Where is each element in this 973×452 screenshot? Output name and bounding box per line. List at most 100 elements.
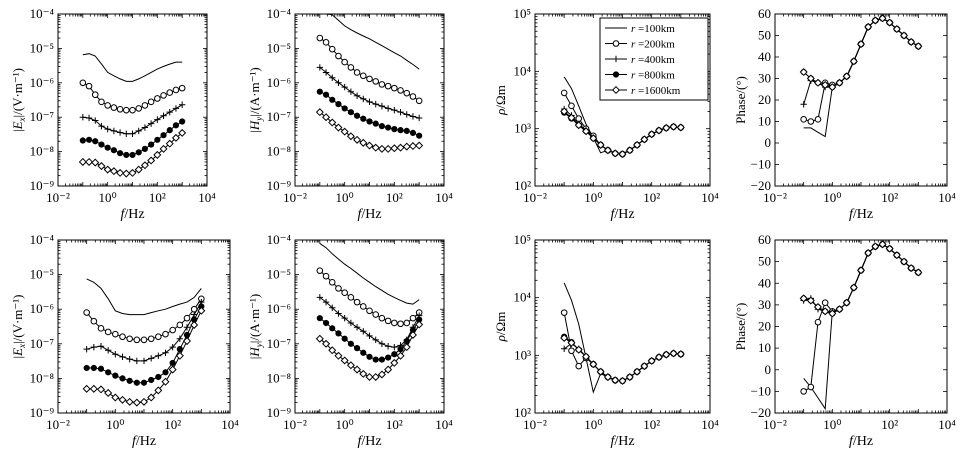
- data-point: [97, 325, 105, 332]
- legend-label: r =200km: [631, 39, 675, 51]
- data-point: [171, 133, 180, 142]
- data-point: [416, 132, 423, 139]
- data-point: [914, 268, 923, 277]
- y-tick-label: 10⁻⁹: [30, 178, 55, 193]
- data-point: [91, 91, 99, 99]
- data-point: [128, 168, 137, 177]
- data-point: [892, 251, 901, 260]
- data-point: [575, 362, 583, 370]
- data-point: [79, 79, 87, 87]
- data-point: [118, 395, 127, 404]
- series-layer: [82, 278, 206, 407]
- panel-bottom-ex: 10⁻² 10⁰ 10² 10⁴ 10⁻⁹ 10⁻⁸ 10⁻⁷ 10⁻⁶ 10⁻⁵ 10⁻⁴ |Ex…: [10, 232, 239, 449]
- y-tick-label: 10⁻⁸: [267, 144, 292, 159]
- data-point: [625, 146, 634, 155]
- data-point: [335, 285, 342, 292]
- data-point: [864, 22, 873, 31]
- x-tick-label: 10²: [643, 417, 660, 432]
- y-axis-label: Phase/(°): [733, 303, 748, 351]
- data-point: [104, 347, 112, 354]
- data-point: [83, 345, 90, 353]
- y-tick-label: 10⁻⁸: [30, 144, 55, 159]
- data-point: [347, 319, 355, 327]
- data-point: [166, 89, 174, 96]
- data-point: [378, 102, 386, 110]
- y-tick-label: 10⁻⁴: [267, 232, 292, 247]
- data-point: [914, 42, 923, 51]
- data-point: [140, 379, 148, 386]
- data-point: [397, 87, 404, 94]
- data-point: [806, 74, 815, 83]
- data-point: [372, 311, 380, 318]
- data-point: [316, 34, 324, 42]
- data-point: [378, 314, 386, 322]
- data-point: [849, 283, 858, 292]
- data-point: [353, 69, 361, 76]
- data-point: [391, 84, 398, 92]
- y-tick-label: 10⁻⁹: [30, 405, 55, 420]
- series-line: [86, 301, 202, 362]
- data-point: [147, 335, 155, 343]
- x-axis-label: f/Hz: [357, 207, 381, 222]
- data-point: [141, 102, 149, 109]
- data-point: [409, 129, 417, 136]
- data-point: [814, 116, 822, 123]
- data-point: [372, 120, 379, 127]
- data-point: [154, 386, 163, 395]
- data-point: [341, 335, 348, 342]
- data-point: [135, 127, 142, 135]
- data-point: [329, 96, 336, 103]
- x-tick-label: 10⁴: [435, 190, 453, 205]
- x-tick-label: 10⁰: [106, 417, 124, 432]
- data-point: [78, 157, 87, 166]
- data-point: [147, 98, 155, 106]
- data-point: [814, 318, 822, 326]
- plot-frame: [774, 239, 948, 414]
- data-point: [140, 336, 148, 344]
- data-point: [799, 294, 808, 303]
- y-tick-label: −10: [751, 383, 771, 398]
- y-tick-label: 10⁻⁵: [30, 267, 54, 282]
- y-tick-label: 0: [765, 362, 772, 377]
- data-point: [371, 143, 380, 152]
- data-point: [98, 98, 105, 106]
- data-point: [359, 138, 368, 147]
- data-point: [97, 365, 105, 372]
- data-point: [116, 168, 125, 177]
- data-point: [123, 151, 130, 159]
- x-tick-label: 10²: [386, 190, 403, 205]
- data-point: [126, 335, 133, 343]
- data-point: [849, 57, 858, 66]
- data-point: [568, 102, 575, 110]
- data-point: [347, 340, 354, 347]
- data-point: [353, 112, 361, 119]
- data-point: [899, 257, 908, 266]
- y-tick-label: 60: [758, 6, 771, 21]
- data-point: [403, 111, 410, 118]
- data-point: [625, 373, 634, 382]
- x-tick-label: 10²: [881, 417, 898, 432]
- data-point: [360, 95, 367, 103]
- data-point: [119, 333, 126, 341]
- series-layer: [799, 14, 923, 138]
- data-point: [334, 123, 343, 132]
- data-point: [403, 89, 411, 97]
- data-point: [98, 141, 105, 148]
- data-point: [384, 365, 393, 374]
- data-point: [835, 78, 844, 87]
- data-point: [633, 367, 642, 376]
- data-point: [640, 135, 649, 144]
- data-point: [633, 140, 642, 149]
- plot-frame: [57, 239, 231, 414]
- data-point: [176, 335, 184, 342]
- data-point: [82, 384, 91, 393]
- series-line: [563, 282, 681, 394]
- plot-frame: [534, 239, 711, 414]
- y-tick-label: 10⁻⁸: [267, 370, 292, 385]
- data-point: [372, 78, 380, 85]
- data-point: [347, 294, 355, 301]
- x-axis-label: f/Hz: [357, 434, 381, 449]
- data-point: [669, 349, 678, 358]
- data-point: [133, 357, 141, 365]
- data-point: [603, 146, 612, 155]
